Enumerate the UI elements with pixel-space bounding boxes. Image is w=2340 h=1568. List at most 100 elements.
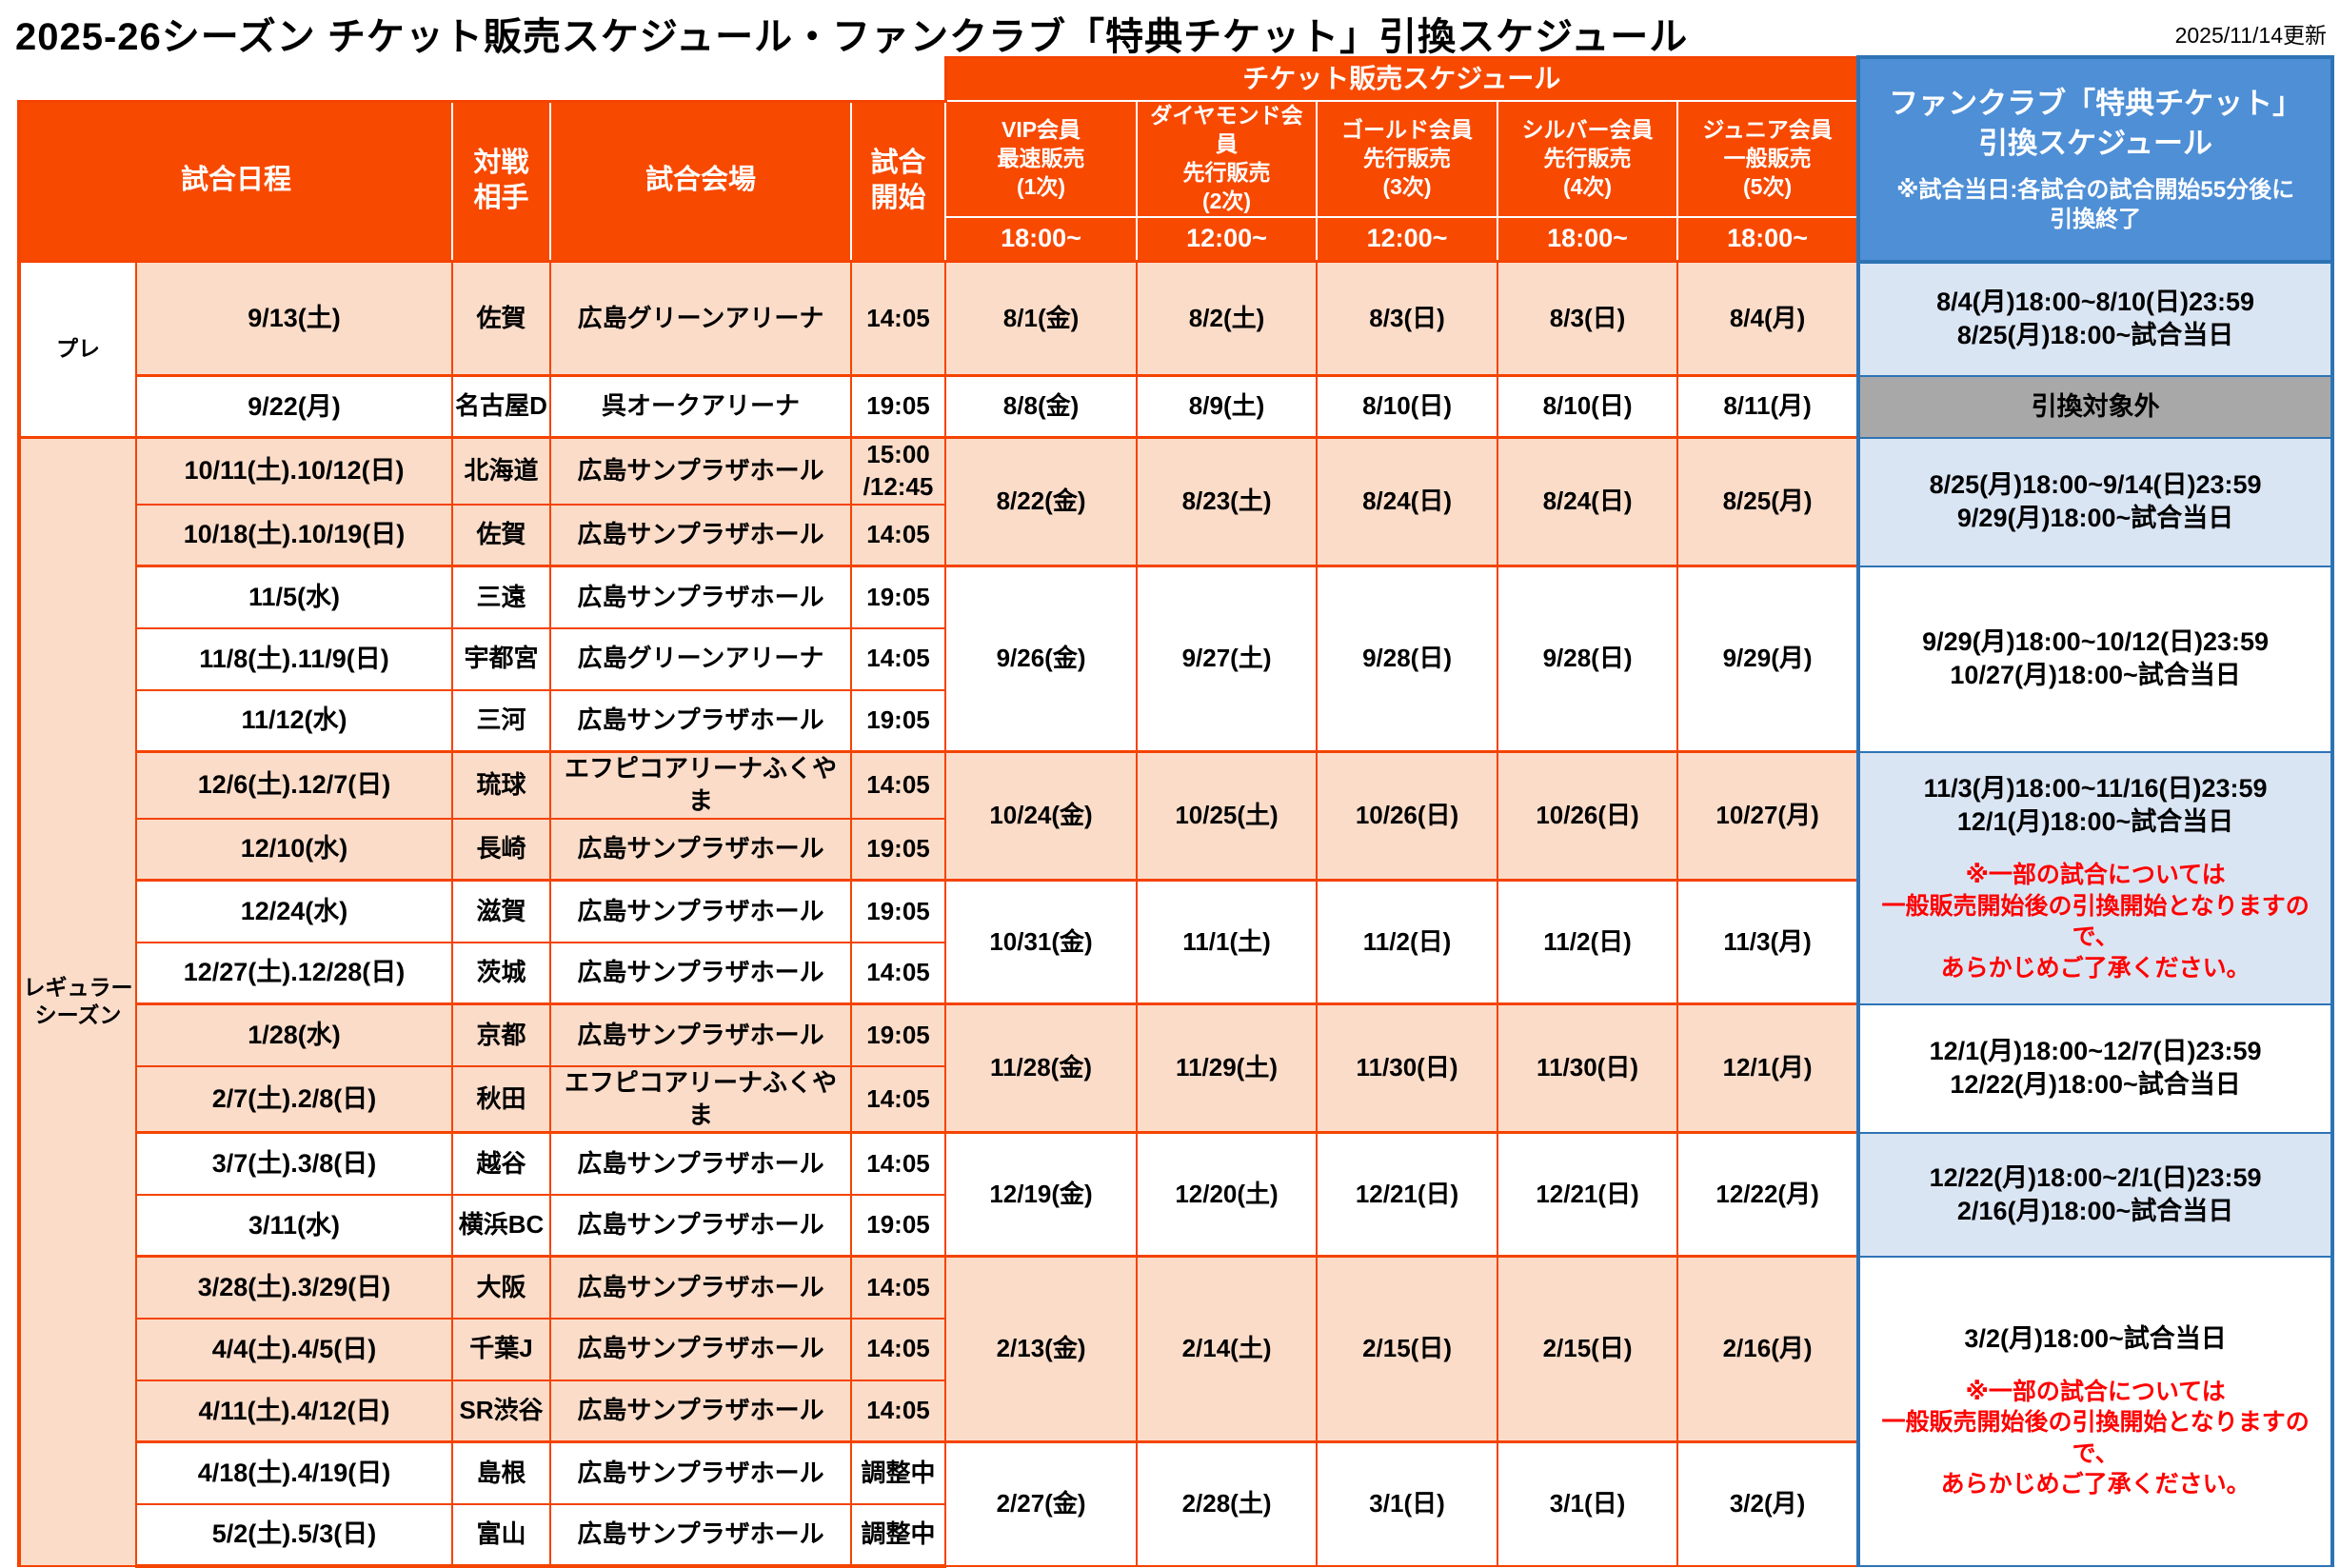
match-date-cell: 12/24(水): [135, 879, 453, 943]
col-header-start: 試合 開始: [849, 99, 947, 264]
sales-date-cell: 8/8(金): [944, 374, 1139, 439]
match-date-cell: 2/7(土).2/8(日): [135, 1064, 453, 1134]
venue-cell: 広島サンプラザホール: [549, 1193, 852, 1258]
start-time-cell: 14:05: [849, 941, 947, 1005]
sales-date-cell: 8/1(金): [944, 260, 1139, 377]
match-date-cell: 9/13(土): [135, 260, 453, 377]
fc-exchange-cell: 9/29(月)18:00~10/12(日)23:59 10/27(月)18:00…: [1856, 565, 2335, 753]
table-row: 9/22(月) 名古屋D 呉オークアリーナ 19:05 8/8(金) 8/9(土…: [19, 374, 2335, 439]
match-date-cell: 11/5(水): [135, 565, 453, 629]
venue-cell: 広島グリーンアリーナ: [549, 626, 852, 691]
opponent-cell: SR渋谷: [451, 1379, 551, 1443]
section-label-pre: プレ: [17, 260, 137, 439]
match-date-cell: 4/11(土).4/12(日): [135, 1379, 453, 1443]
start-time-cell: 調整中: [849, 1502, 947, 1568]
opponent-cell: 佐賀: [451, 503, 551, 567]
sales-date-cell: 8/2(土): [1136, 260, 1319, 377]
opponent-cell: 横浜BC: [451, 1193, 551, 1258]
start-time-cell: 15:00 /12:45: [849, 436, 947, 506]
table-row: 2/7(土).2/8(日) 秋田 エフピコアリーナふくやま 14:05: [19, 1064, 2332, 1134]
sale-time-junior: 18:00~: [1676, 215, 1860, 264]
venue-cell: 広島サンプラザホール: [549, 879, 852, 943]
venue-cell: 広島サンプラザホール: [549, 565, 852, 629]
venue-cell: 広島サンプラザホール: [549, 1002, 852, 1067]
opponent-cell: 北海道: [451, 436, 551, 506]
title-bar: 2025-26シーズン チケット販売スケジュール・ファンクラブ「特典チケット」引…: [0, 0, 2340, 58]
sales-date-cell: 2/13(金): [944, 1255, 1139, 1443]
sales-date-cell: 12/22(月): [1676, 1131, 1860, 1258]
opponent-cell: 越谷: [451, 1131, 551, 1196]
sales-date-cell: 9/29(月): [1676, 565, 1860, 753]
venue-cell: エフピコアリーナふくやま: [549, 1064, 852, 1134]
match-date-cell: 4/4(土).4/5(日): [135, 1317, 453, 1381]
table-row: 11/5(水) 三遠 広島サンプラザホール 19:05 9/26(金) 9/27…: [19, 565, 2335, 753]
sale-time-silver: 18:00~: [1497, 215, 1679, 264]
sales-date-cell: 11/2(日): [1316, 879, 1499, 1005]
start-time-cell: 19:05: [849, 817, 947, 882]
fanclub-header-title: ファンクラブ「特典チケット」 引換スケジュール: [1889, 87, 2303, 161]
match-date-cell: 3/11(水): [135, 1193, 453, 1258]
table-row: 1/28(水) 京都 広島サンプラザホール 19:05 11/28(金) 11/…: [19, 1002, 2335, 1134]
sales-date-cell: 12/20(土): [1136, 1131, 1319, 1258]
col-header-venue: 試合会場: [549, 99, 852, 263]
match-date-cell: 10/11(土).10/12(日): [135, 436, 453, 506]
opponent-cell: 千葉J: [451, 1317, 551, 1381]
sales-date-cell: 8/3(日): [1316, 260, 1499, 377]
sales-date-cell: 10/25(土): [1136, 750, 1319, 882]
match-date-cell: 12/10(水): [135, 817, 453, 882]
col-header-match-date: 試合日程: [17, 99, 453, 263]
sales-date-cell: 11/30(日): [1316, 1002, 1499, 1134]
fc-exchange-cell: 12/1(月)18:00~12/7(日)23:59 12/22(月)18:00~…: [1856, 1002, 2335, 1134]
table-row: 4/11(土).4/12(日) SR渋谷 広島サンプラザホール 14:05: [19, 1379, 2332, 1443]
table-row: 4/18(土).4/19(日) 島根 広島サンプラザホール 調整中 2/27(金…: [19, 1440, 2332, 1567]
sales-date-cell: 2/27(金): [944, 1440, 1139, 1567]
table-row: 3/11(水) 横浜BC 広島サンプラザホール 19:05: [19, 1193, 2332, 1258]
schedule-table: チケット販売スケジュール ファンクラブ「特典チケット」 引換スケジュール ※試合…: [17, 55, 2335, 1568]
start-time-cell: 19:05: [849, 1193, 947, 1258]
sales-date-cell: 11/3(月): [1676, 879, 1860, 1005]
sales-date-cell: 8/24(日): [1497, 436, 1679, 567]
sales-date-cell: 2/15(日): [1497, 1255, 1679, 1443]
opponent-cell: 大阪: [451, 1255, 551, 1320]
sales-date-cell: 8/22(金): [944, 436, 1139, 567]
table-row: 12/6(土).12/7(日) 琉球 エフピコアリーナふくやま 14:05 10…: [19, 750, 2335, 1005]
table-row: 12/24(水) 滋賀 広島サンプラザホール 19:05 10/31(金) 11…: [19, 879, 2332, 1005]
sales-date-cell: 11/1(土): [1136, 879, 1319, 1005]
venue-cell: 広島グリーンアリーナ: [549, 260, 852, 377]
venue-cell: 広島サンプラザホール: [549, 1379, 852, 1443]
sales-date-cell: 2/15(日): [1316, 1255, 1499, 1443]
sales-date-cell: 11/2(日): [1497, 879, 1679, 1005]
venue-cell: 広島サンプラザホール: [549, 436, 852, 506]
sale-time-gold: 12:00~: [1316, 215, 1499, 264]
opponent-cell: 三遠: [451, 565, 551, 629]
venue-cell: 広島サンプラザホール: [549, 817, 852, 882]
venue-cell: 広島サンプラザホール: [549, 1131, 852, 1196]
start-time-cell: 19:05: [849, 1002, 947, 1067]
table-row: 10/18(土).10/19(日) 佐賀 広島サンプラザホール 14:05: [19, 503, 2332, 567]
fanclub-header-note: ※試合当日:各試合の試合開始55分後に 引換終了: [1896, 176, 2295, 233]
sales-date-cell: 12/19(金): [944, 1131, 1139, 1258]
sales-date-cell: 2/14(土): [1136, 1255, 1319, 1443]
start-time-cell: 19:05: [849, 374, 947, 439]
match-date-cell: 11/12(水): [135, 688, 453, 753]
sales-date-cell: 12/21(日): [1497, 1131, 1679, 1258]
sales-date-cell: 9/28(日): [1497, 565, 1679, 753]
col-header-tier-vip: VIP会員 最速販売 (1次): [944, 100, 1139, 218]
col-header-tier-silver: シルバー会員 先行販売 (4次): [1497, 100, 1679, 218]
start-time-cell: 調整中: [849, 1440, 947, 1505]
opponent-cell: 島根: [451, 1440, 551, 1505]
opponent-cell: 佐賀: [451, 260, 551, 377]
venue-cell: 広島サンプラザホール: [549, 1317, 852, 1381]
opponent-cell: 三河: [451, 688, 551, 753]
venue-cell: 広島サンプラザホール: [549, 1255, 852, 1320]
venue-cell: 広島サンプラザホール: [549, 503, 852, 567]
sales-date-cell: 2/16(月): [1676, 1255, 1860, 1443]
sales-date-cell: 10/24(金): [944, 750, 1139, 882]
section-label-regular: レギュラー シーズン: [17, 436, 137, 1567]
start-time-cell: 14:05: [849, 260, 947, 377]
start-time-cell: 14:05: [849, 1064, 947, 1134]
start-time-cell: 14:05: [849, 1255, 947, 1320]
match-date-cell: 9/22(月): [135, 374, 453, 439]
table-row: プレ 9/13(土) 佐賀 広島グリーンアリーナ 14:05 8/1(金) 8/…: [17, 260, 2335, 439]
match-date-cell: 3/28(土).3/29(日): [135, 1255, 453, 1320]
